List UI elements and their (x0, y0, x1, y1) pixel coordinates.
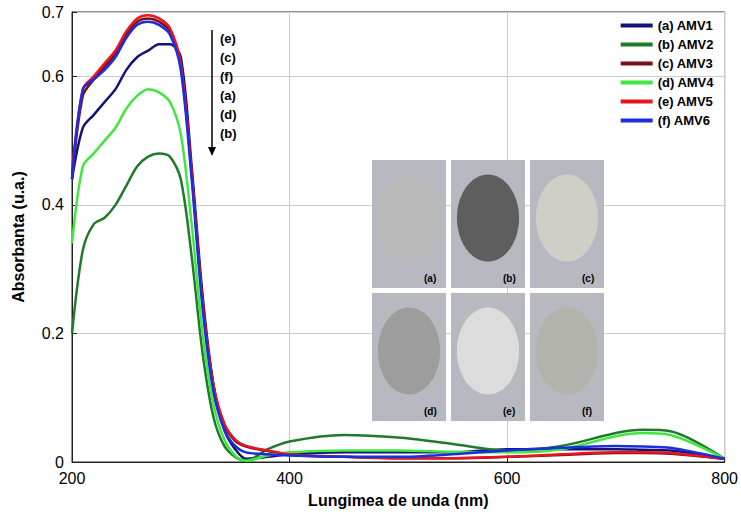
svg-text:(f) AMV6: (f) AMV6 (658, 113, 710, 128)
svg-text:(e): (e) (220, 31, 236, 46)
svg-text:(c) AMV3: (c) AMV3 (658, 56, 713, 71)
svg-text:(a): (a) (424, 273, 436, 284)
svg-text:(e) AMV5: (e) AMV5 (658, 94, 713, 109)
svg-text:800: 800 (711, 470, 738, 487)
svg-text:600: 600 (494, 470, 521, 487)
svg-text:0.2: 0.2 (42, 325, 64, 342)
svg-text:400: 400 (276, 470, 303, 487)
svg-text:Lungimea de unda (nm): Lungimea de unda (nm) (308, 492, 488, 509)
svg-text:(d): (d) (220, 107, 237, 122)
svg-text:(a) AMV1: (a) AMV1 (658, 18, 713, 33)
svg-text:0.6: 0.6 (42, 68, 64, 85)
svg-text:0: 0 (55, 454, 64, 471)
svg-text:(d) AMV4: (d) AMV4 (658, 75, 715, 90)
svg-text:(c): (c) (220, 50, 236, 65)
svg-text:200: 200 (59, 470, 86, 487)
svg-text:0.4: 0.4 (42, 196, 64, 213)
svg-text:(b) AMV2: (b) AMV2 (658, 37, 714, 52)
svg-text:(b): (b) (503, 273, 516, 284)
svg-text:0.7: 0.7 (42, 4, 64, 21)
svg-text:(a): (a) (220, 88, 236, 103)
svg-text:(d): (d) (424, 406, 437, 417)
svg-text:(b): (b) (220, 126, 237, 141)
svg-text:(e): (e) (503, 406, 515, 417)
svg-text:(f): (f) (220, 69, 233, 84)
svg-text:(c): (c) (582, 273, 594, 284)
svg-text:(f): (f) (582, 406, 592, 417)
svg-text:Absorbanta (u.a.): Absorbanta (u.a.) (10, 171, 27, 303)
